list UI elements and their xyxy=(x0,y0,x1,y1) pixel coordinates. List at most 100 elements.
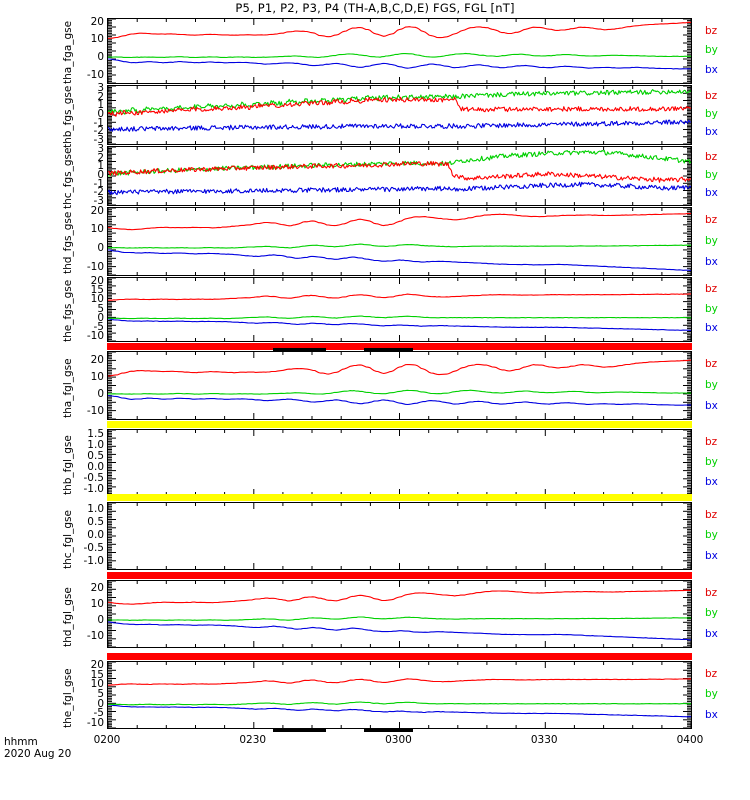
ytick-thb_fgl_gse-1: 1.0 xyxy=(87,439,104,452)
status-bar-yellow-1 xyxy=(107,421,692,428)
ytick-the_fgs_gse-4: 0 xyxy=(97,311,104,324)
ytick-thc_fgl_gse-3: -0.5 xyxy=(83,542,105,555)
ytick-thc_fgs_gse-3: 0 xyxy=(97,169,104,181)
ytick-thb_fgl_gse-3: 0.0 xyxy=(87,460,104,473)
ytick-thb_fgs_gse-6: -3 xyxy=(93,133,104,146)
ytick-thc_fgs_gse-6: -3 xyxy=(93,194,104,207)
ytick-the_fgl_gse-3: 5 xyxy=(97,688,104,700)
xaxis-hhmm-label: hhmm xyxy=(4,736,38,748)
ytick-thb_fgs_gse-4: -1 xyxy=(93,116,104,129)
legend-tha_fga_gse-bz: bz xyxy=(705,24,718,37)
ytick-thc_fgs_gse-1: 2 xyxy=(97,151,104,164)
ytick-thc_fgs_gse-4: -1 xyxy=(93,177,104,190)
legend-tha_fga_gse-bx: bx xyxy=(705,64,718,77)
legend-thd_fgs_gse-by: by xyxy=(705,234,718,247)
legend-thc_fgl_gse-bz: bz xyxy=(705,508,718,521)
ytick-thc_fgs_gse-5: -2 xyxy=(93,186,104,199)
ytick-tha_fga_gse-1: 10 xyxy=(90,33,104,46)
xtick-0300: 0300 xyxy=(385,734,412,746)
legend-thc_fgl_gse-bx: bx xyxy=(705,549,718,562)
legend-thb_fgs_gse-by: by xyxy=(705,108,718,121)
black-segment-1 xyxy=(363,348,414,351)
legend-thd_fgl_gse-bz: bz xyxy=(705,586,718,599)
ytick-the_fgs_gse-0: 20 xyxy=(90,274,104,287)
legend-thb_fgl_gse-bx: bx xyxy=(705,476,718,488)
ytick-the_fgs_gse-5: -5 xyxy=(93,321,104,334)
ytick-thc_fgl_gse-2: 0.0 xyxy=(87,529,104,541)
ytick-thd_fgs_gse-0: 20 xyxy=(90,204,104,217)
status-bar-yellow-2 xyxy=(107,494,692,501)
ytick-the_fgl_gse-5: -5 xyxy=(93,707,104,720)
ytick-the_fgs_gse-1: 15 xyxy=(90,283,104,296)
legend-tha_fgl_gse-bz: bz xyxy=(705,358,718,371)
ytick-the_fgl_gse-4: 0 xyxy=(97,697,104,710)
panel-thd_fgs_gse xyxy=(107,207,692,276)
legend-thd_fgs_gse-bz: bz xyxy=(705,214,718,227)
plot-title: P5, P1, P2, P3, P4 (TH-A,B,C,D,E) FGS, F… xyxy=(235,1,515,15)
panel-thd_fgl_gse xyxy=(107,580,692,648)
ytick-the_fgl_gse-0: 20 xyxy=(90,658,104,671)
status-bar-red-2 xyxy=(107,572,692,579)
legend-thb_fgl_gse-bz: bz xyxy=(705,435,718,448)
xtick-0330: 0330 xyxy=(530,734,558,746)
ytick-the_fgl_gse-1: 15 xyxy=(90,668,104,681)
ytick-thb_fgl_gse-4: -0.5 xyxy=(83,471,105,484)
legend-thd_fgl_gse-by: by xyxy=(705,607,718,620)
ytick-thd_fgl_gse-2: 0 xyxy=(97,614,104,627)
ytick-tha_fgl_gse-0: 20 xyxy=(90,353,104,366)
ytick-thd_fgs_gse-2: 0 xyxy=(97,241,104,254)
panel-tha_fga_gse xyxy=(107,18,692,84)
status-bar-red-1 xyxy=(107,343,692,350)
ytick-thc_fgl_gse-1: 0.5 xyxy=(87,515,104,528)
legend-the_fgs_gse-bx: bx xyxy=(705,322,718,335)
xtick-0200: 0200 xyxy=(93,734,121,746)
legend-tha_fgl_gse-bx: bx xyxy=(705,399,718,412)
legend-thc_fgs_gse-bx: bx xyxy=(705,187,718,200)
xaxis-date-label: 2020 Aug 20 xyxy=(4,748,72,760)
legend-the_fgs_gse-by: by xyxy=(705,302,718,315)
ytick-thd_fgs_gse-3: -10 xyxy=(86,260,104,273)
legend-thb_fgl_gse-by: by xyxy=(705,455,718,468)
legend-the_fgl_gse-bz: bz xyxy=(705,667,718,680)
legend-thc_fgl_gse-by: by xyxy=(705,529,718,542)
ytick-tha_fga_gse-0: 20 xyxy=(90,15,104,28)
ytick-thc_fgs_gse-0: 3 xyxy=(97,143,104,156)
panel-thc_fgl_gse xyxy=(107,502,692,570)
ytick-tha_fgl_gse-2: 0 xyxy=(97,387,104,400)
legend-thb_fgs_gse-bz: bz xyxy=(705,90,718,103)
ytick-the_fgs_gse-6: -10 xyxy=(86,330,104,343)
ytick-thb_fgs_gse-0: 3 xyxy=(97,82,104,95)
ytick-thd_fgl_gse-1: 10 xyxy=(90,598,104,611)
ytick-thc_fgl_gse-0: 1.0 xyxy=(87,502,104,515)
black-segment-2 xyxy=(273,729,326,732)
ytick-thb_fgl_gse-0: 1.5 xyxy=(87,428,104,441)
ytick-thd_fgl_gse-0: 20 xyxy=(90,582,104,595)
legend-thd_fgl_gse-bx: bx xyxy=(705,627,718,640)
ytick-the_fgl_gse-6: -10 xyxy=(86,717,104,730)
panel-tha_fgl_gse xyxy=(107,351,692,420)
black-segment-0 xyxy=(273,348,326,351)
ytick-tha_fgl_gse-1: 10 xyxy=(90,370,104,383)
legend-the_fgl_gse-by: by xyxy=(705,688,718,701)
ytick-thb_fgs_gse-5: -2 xyxy=(93,125,104,138)
ytick-thc_fgl_gse-4: -1.0 xyxy=(83,555,105,568)
ytick-the_fgs_gse-2: 10 xyxy=(90,293,104,306)
status-bar-red-3 xyxy=(107,653,692,660)
legend-tha_fga_gse-by: by xyxy=(705,44,718,57)
legend-thd_fgs_gse-bx: bx xyxy=(705,255,718,268)
ytick-thb_fgs_gse-3: 0 xyxy=(97,108,104,120)
black-segment-3 xyxy=(363,729,414,732)
legend-the_fgs_gse-bz: bz xyxy=(705,283,718,296)
panel-thc_fgs_gse xyxy=(107,146,692,206)
panel-thb_fgs_gse xyxy=(107,85,692,145)
legend-thb_fgs_gse-bx: bx xyxy=(705,126,718,139)
xtick-0400: 0400 xyxy=(676,734,704,746)
xtick-0230: 0230 xyxy=(239,734,267,746)
legend-tha_fgl_gse-by: by xyxy=(705,378,718,391)
ytick-thc_fgs_gse-2: 1 xyxy=(97,160,104,173)
ytick-thb_fgs_gse-1: 2 xyxy=(97,90,104,103)
legend-thc_fgs_gse-bz: bz xyxy=(705,151,718,164)
ytick-tha_fgl_gse-3: -10 xyxy=(86,405,104,418)
ytick-thb_fgs_gse-2: 1 xyxy=(97,99,104,112)
panel-the_fgs_gse xyxy=(107,277,692,342)
